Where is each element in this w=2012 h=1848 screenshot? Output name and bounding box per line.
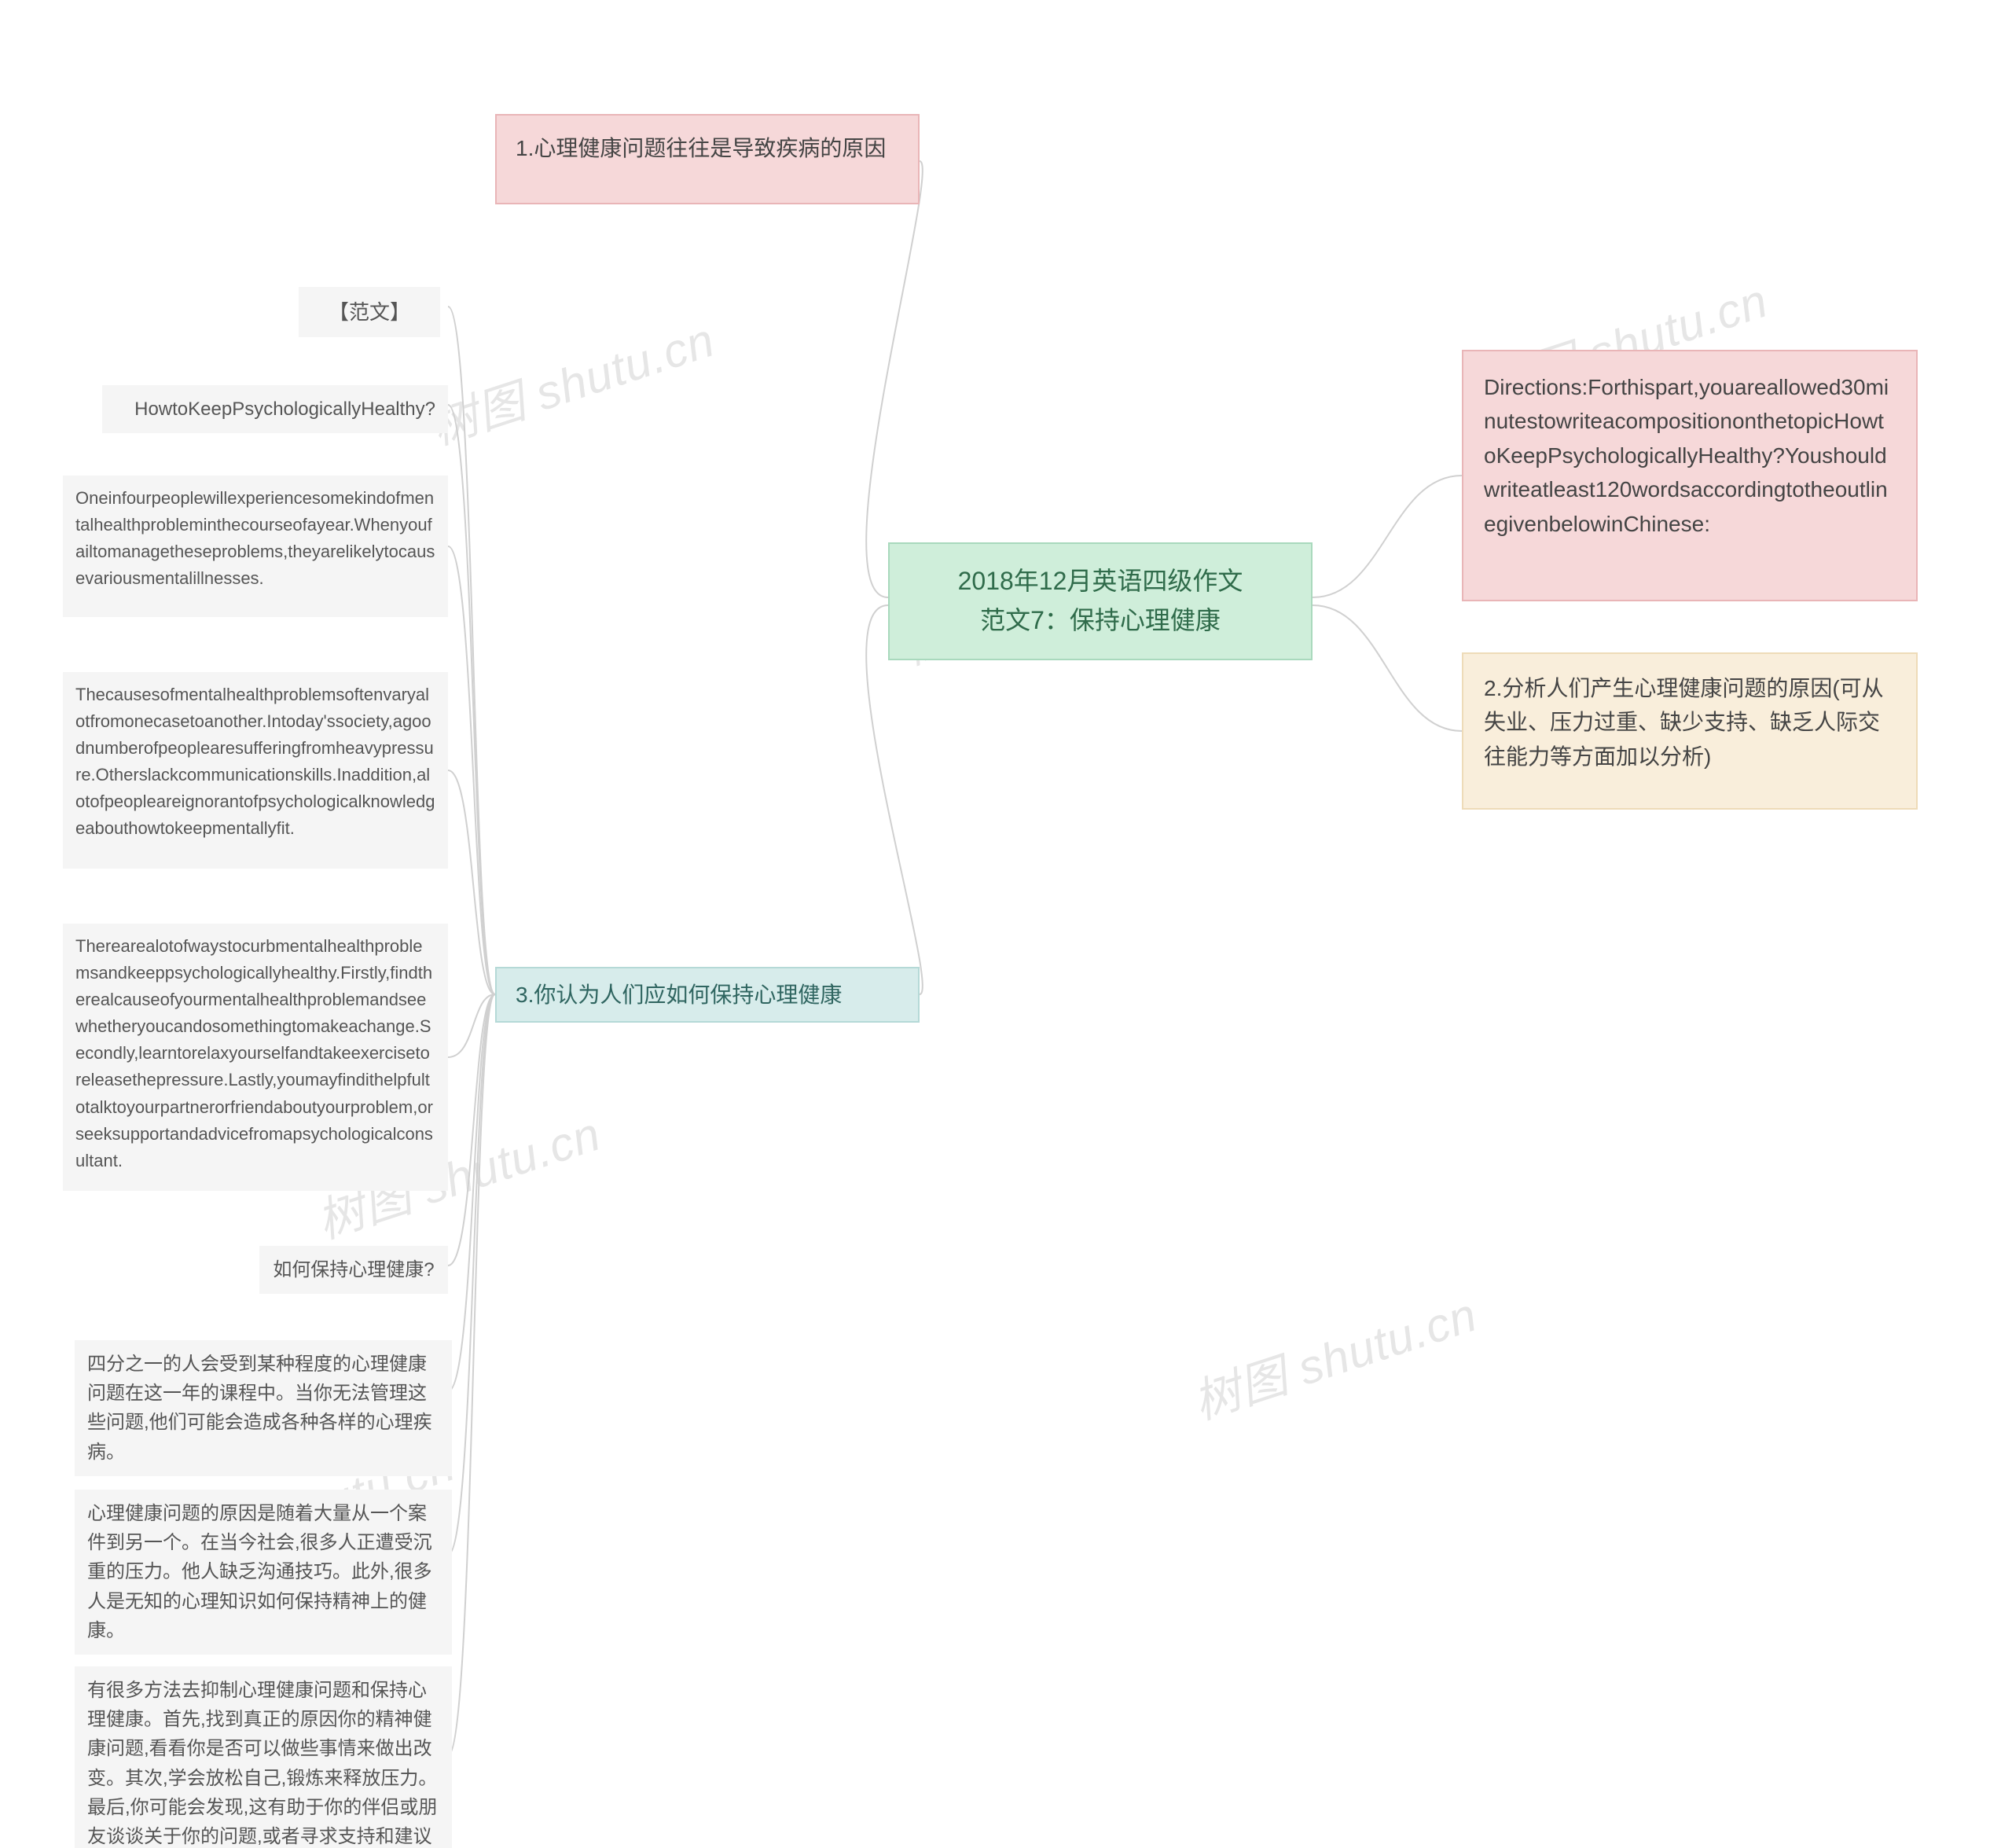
leaf-para-cn-1: 四分之一的人会受到某种程度的心理健康问题在这一年的课程中。当你无法管理这些问题,… xyxy=(75,1340,452,1476)
left-main-node-point1: 1.心理健康问题往往是导致疾病的原因 xyxy=(495,114,920,204)
center-topic-node: 2018年12月英语四级作文 范文7：保持心理健康 xyxy=(888,542,1313,660)
center-topic-line1: 2018年12月英语四级作文 xyxy=(958,562,1243,601)
leaf-para-cn-2: 心理健康问题的原因是随着大量从一个案件到另一个。在当今社会,很多人正遭受沉重的压… xyxy=(75,1490,452,1655)
leaf-para-en-2: Thecausesofmentalhealthproblemsoftenvary… xyxy=(63,672,448,869)
right-node-directions: Directions:Forthispart,youareallowed30mi… xyxy=(1462,350,1918,601)
leaf-title-cn: 如何保持心理健康? xyxy=(259,1246,448,1294)
leaf-title-en: HowtoKeepPsychologicallyHealthy? xyxy=(102,385,448,433)
left-main-node-point3: 3.你认为人们应如何保持心理健康 xyxy=(495,967,920,1023)
right-node-point2: 2.分析人们产生心理健康问题的原因(可从失业、压力过重、缺少支持、缺乏人际交往能… xyxy=(1462,652,1918,810)
leaf-para-cn-3: 有很多方法去抑制心理健康问题和保持心理健康。首先,找到真正的原因你的精神健康问题… xyxy=(75,1666,452,1848)
center-topic-line2: 范文7：保持心理健康 xyxy=(958,601,1243,641)
leaf-para-en-3: Therearealotofwaystocurbmentalhealthprob… xyxy=(63,924,448,1191)
leaf-para-en-1: Oneinfourpeoplewillexperiencesomekindofm… xyxy=(63,476,448,617)
watermark: 树图 shutu.cn xyxy=(421,302,722,457)
watermark: 树图 shutu.cn xyxy=(1184,1277,1485,1432)
leaf-fanwen-label: 【范文】 xyxy=(299,287,440,337)
